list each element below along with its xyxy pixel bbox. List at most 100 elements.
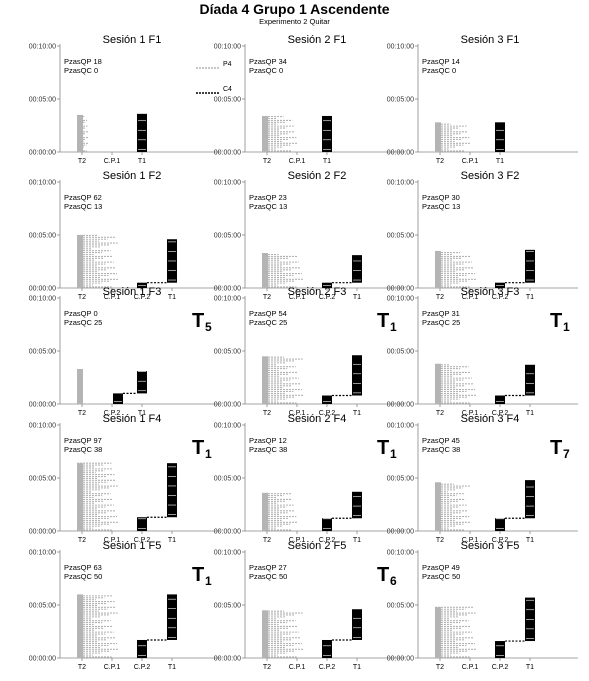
p4-column bbox=[77, 235, 83, 288]
p4-series bbox=[262, 492, 298, 531]
c4-column bbox=[495, 122, 505, 152]
stat-pzasqc: PzasQC 13 bbox=[249, 202, 287, 211]
p4-series bbox=[77, 462, 119, 531]
x-tick-label: T2 bbox=[78, 664, 86, 671]
y-tick-label: 00:05:00 bbox=[214, 349, 241, 356]
panel-2-1: 00:00:00 00:05:00 00:10:00 Sesión 1 F2 PzasQ… bbox=[29, 170, 220, 301]
y-tick-label: 00:00:00 bbox=[387, 656, 414, 663]
p4-series bbox=[262, 253, 304, 288]
x-tick-label: C.P.1 bbox=[462, 294, 479, 301]
panel-3-2: 00:00:00 00:05:00 00:10:00 Sesión 2 F3 PzasQ… bbox=[214, 286, 405, 417]
trial-marker-sub: 1 bbox=[205, 574, 212, 588]
panel-5-2: 00:00:00 00:05:00 00:10:00 Sesión 2 F5 PzasQ… bbox=[214, 540, 405, 671]
stat-pzasqp: PzasQP 18 bbox=[64, 57, 102, 66]
p4-column bbox=[262, 610, 268, 658]
panel-3-1: 00:00:00 00:05:00 00:10:00 Sesión 1 F3 PzasQ… bbox=[29, 286, 220, 417]
legend-label-P4: P4 bbox=[223, 61, 232, 68]
trial-marker-sub: 1 bbox=[390, 320, 397, 334]
panel-1-3: 00:00:00 00:05:00 00:10:00 Sesión 3 F1 PzasQ… bbox=[387, 34, 578, 165]
legend: P4 C4 bbox=[196, 61, 232, 94]
y-tick-label: 00:10:00 bbox=[29, 44, 56, 51]
x-tick-label: C.P.2 bbox=[134, 294, 151, 301]
stat-pzasqc: PzasQC 0 bbox=[422, 66, 456, 75]
panel-title: Sesión 1 F5 bbox=[103, 540, 162, 552]
y-tick-label: 00:05:00 bbox=[29, 476, 56, 483]
stat-pzasqc: PzasQC 38 bbox=[249, 445, 287, 454]
x-tick-label: T1 bbox=[496, 158, 504, 165]
c4-column bbox=[113, 393, 123, 404]
y-tick-label: 00:10:00 bbox=[214, 296, 241, 303]
p4-column bbox=[435, 482, 441, 531]
x-tick-label: C.P.2 bbox=[319, 664, 336, 671]
panel-title: Sesión 3 F5 bbox=[461, 540, 520, 552]
y-tick-label: 00:10:00 bbox=[214, 550, 241, 557]
c4-column bbox=[322, 115, 332, 152]
panel-title: Sesión 3 F1 bbox=[461, 34, 520, 46]
stat-pzasqc: PzasQC 38 bbox=[64, 445, 102, 454]
panel-title: Sesión 2 F5 bbox=[288, 540, 347, 552]
x-tick-label: T2 bbox=[263, 664, 271, 671]
panel-title: Sesión 3 F2 bbox=[461, 170, 520, 182]
y-tick-label: 00:10:00 bbox=[387, 423, 414, 430]
y-tick-label: 00:00:00 bbox=[29, 656, 56, 663]
y-tick-label: 00:10:00 bbox=[387, 44, 414, 51]
x-tick-label: T1 bbox=[168, 537, 176, 544]
x-tick-label: C.P.2 bbox=[492, 294, 509, 301]
panel-title: Sesión 3 F4 bbox=[461, 413, 520, 425]
x-tick-label: C.P.1 bbox=[462, 158, 479, 165]
stat-pzasqc: PzasQC 0 bbox=[249, 66, 283, 75]
panel-5-1: 00:00:00 00:05:00 00:10:00 Sesión 1 F5 PzasQ… bbox=[29, 540, 220, 671]
stat-pzasqp: PzasQP 14 bbox=[422, 57, 460, 66]
p4-series bbox=[435, 482, 471, 531]
x-tick-label: C.P.2 bbox=[319, 410, 336, 417]
p4-column bbox=[262, 492, 268, 531]
stat-pzasqp: PzasQP 12 bbox=[249, 436, 287, 445]
stat-pzasqc: PzasQC 0 bbox=[64, 66, 98, 75]
stat-pzasqp: PzasQP 0 bbox=[64, 309, 98, 318]
y-tick-label: 00:00:00 bbox=[214, 656, 241, 663]
c4-column bbox=[525, 364, 535, 396]
x-tick-label: T2 bbox=[436, 664, 444, 671]
c4-column bbox=[525, 249, 535, 283]
trial-marker-sub: 1 bbox=[390, 447, 397, 461]
y-tick-label: 00:00:00 bbox=[387, 286, 414, 293]
p4-series bbox=[435, 122, 471, 152]
panel-title: Sesión 1 F2 bbox=[103, 170, 162, 182]
y-tick-label: 00:10:00 bbox=[29, 423, 56, 430]
x-tick-label: C.P.2 bbox=[319, 537, 336, 544]
panel-title: Sesión 2 F4 bbox=[288, 413, 347, 425]
c4-column bbox=[495, 395, 505, 404]
x-tick-label: C.P.2 bbox=[492, 410, 509, 417]
y-tick-label: 00:05:00 bbox=[214, 233, 241, 240]
c4-column bbox=[137, 371, 147, 394]
c4-column bbox=[352, 491, 362, 519]
c4-column bbox=[322, 395, 332, 404]
stat-pzasqp: PzasQP 23 bbox=[249, 193, 287, 202]
panel-title: Sesión 1 F1 bbox=[103, 34, 162, 46]
c4-column bbox=[525, 480, 535, 519]
p4-series bbox=[262, 115, 298, 152]
panel-title: Sesión 2 F1 bbox=[288, 34, 347, 46]
stat-pzasqp: PzasQP 34 bbox=[249, 57, 287, 66]
trial-marker-sub: 6 bbox=[390, 574, 397, 588]
c4-column bbox=[167, 594, 177, 640]
p4-column bbox=[77, 369, 83, 404]
p4-column bbox=[435, 607, 441, 658]
y-tick-label: 00:00:00 bbox=[29, 286, 56, 293]
x-tick-label: T1 bbox=[138, 158, 146, 165]
x-tick-label: T2 bbox=[78, 410, 86, 417]
x-tick-label: T1 bbox=[526, 537, 534, 544]
x-tick-label: C.P.1 bbox=[289, 294, 306, 301]
stat-pzasqc: PzasQC 25 bbox=[64, 318, 102, 327]
trial-marker-sub: 1 bbox=[205, 447, 212, 461]
x-tick-label: C.P.1 bbox=[289, 410, 306, 417]
y-tick-label: 00:00:00 bbox=[387, 529, 414, 536]
x-tick-label: C.P.1 bbox=[462, 537, 479, 544]
x-tick-label: T2 bbox=[263, 537, 271, 544]
y-tick-label: 00:10:00 bbox=[214, 44, 241, 51]
p4-series bbox=[77, 234, 119, 288]
x-tick-label: C.P.1 bbox=[104, 537, 121, 544]
y-tick-label: 00:00:00 bbox=[387, 150, 414, 157]
stat-pzasqc: PzasQC 50 bbox=[64, 572, 102, 581]
